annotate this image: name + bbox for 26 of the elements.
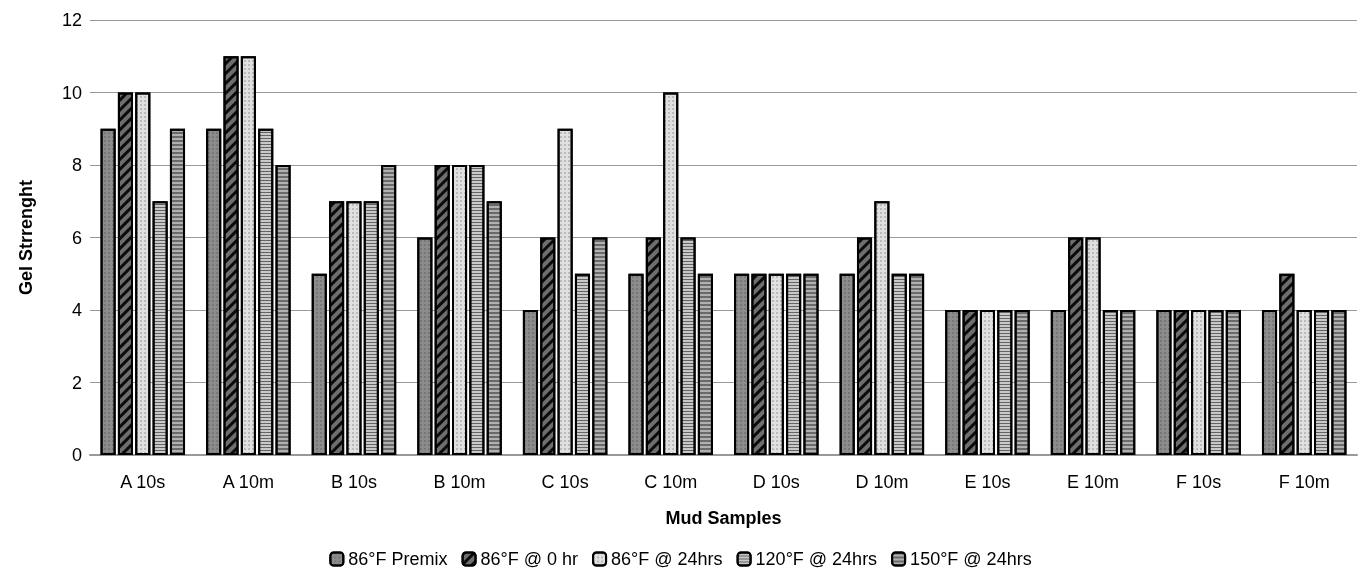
y-tick-label: 0 bbox=[71, 445, 82, 465]
x-axis-title: Mud Samples bbox=[665, 508, 782, 528]
x-tick-label: C 10m bbox=[644, 472, 698, 492]
y-tick-label: 4 bbox=[71, 300, 82, 320]
y-tick-label: 8 bbox=[71, 155, 82, 175]
y-tick-label: 2 bbox=[71, 372, 82, 393]
legend-label: 86°F @ 0 hr bbox=[480, 549, 579, 569]
y-tick-label: 10 bbox=[61, 82, 82, 103]
x-tick-label: A 10s bbox=[120, 472, 166, 492]
legend-label: 120°F @ 24hrs bbox=[755, 549, 878, 569]
legend-label: 86°F @ 24hrs bbox=[611, 549, 723, 569]
y-axis-title: Gel Strrenght bbox=[16, 179, 36, 296]
x-tick-label: E 10m bbox=[1067, 472, 1120, 492]
legend-label: 86°F Premix bbox=[348, 549, 448, 569]
x-tick-label: A 10m bbox=[222, 472, 274, 492]
x-tick-label: F 10m bbox=[1278, 472, 1330, 492]
x-tick-label: B 10s bbox=[330, 472, 377, 492]
x-tick-label: D 10s bbox=[752, 472, 800, 492]
x-tick-label: B 10m bbox=[433, 472, 486, 492]
y-tick-label: 12 bbox=[61, 10, 82, 30]
x-tick-label: C 10s bbox=[541, 472, 589, 492]
x-tick-label: D 10m bbox=[855, 472, 909, 492]
y-tick-label: 6 bbox=[71, 227, 82, 248]
x-tick-label: F 10s bbox=[1176, 472, 1222, 492]
legend-label: 150°F @ 24hrs bbox=[910, 549, 1032, 569]
x-tick-label: E 10s bbox=[964, 472, 1011, 492]
